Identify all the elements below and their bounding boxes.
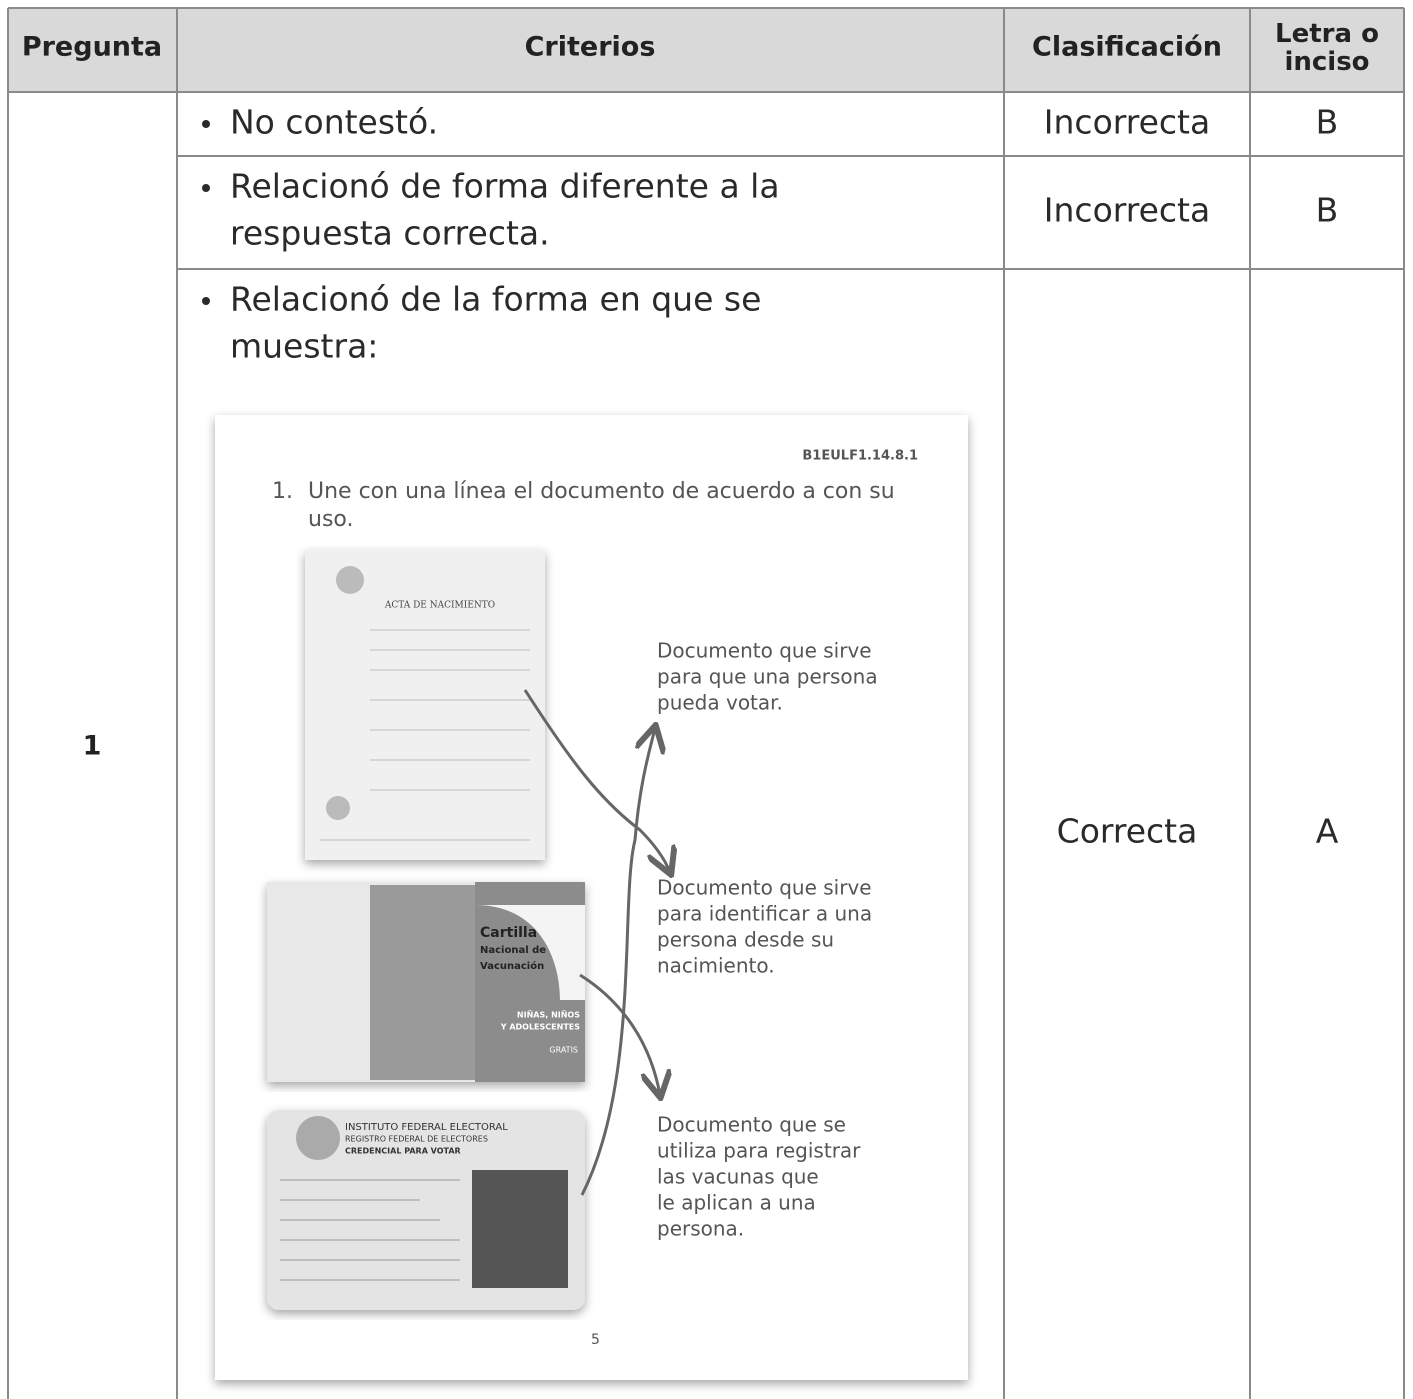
- page-number: 5: [591, 1332, 600, 1348]
- header: Pregunta: [22, 32, 162, 63]
- code: B1EULF1.14.8.1: [802, 449, 918, 464]
- criterio: Relacionó de la forma en que se: [230, 280, 761, 319]
- seal: [336, 566, 364, 594]
- description: las vacunas que: [657, 1165, 819, 1189]
- bullet: [202, 297, 210, 305]
- credencial-text: INSTITUTO FEDERAL ELECTORAL: [345, 1122, 508, 1133]
- cartilla-text: GRATIS: [549, 1046, 578, 1055]
- header: Criterios: [525, 32, 656, 63]
- arrow: [580, 728, 655, 1196]
- header-wrap: Letra o inciso: [1275, 19, 1379, 77]
- photo: [472, 1170, 568, 1288]
- credencial-lines: [280, 1179, 460, 1281]
- description: Documento que sirve: [657, 639, 872, 663]
- instruction: uso.: [308, 507, 353, 532]
- clasificacion: Incorrecta: [1044, 191, 1210, 230]
- acta-lines: [320, 629, 530, 841]
- criterio: No contestó.: [230, 103, 438, 142]
- description: persona desde su: [657, 928, 834, 952]
- number: 1.: [272, 479, 293, 504]
- credencial-text: CREDENCIAL PARA VOTAR: [345, 1147, 461, 1156]
- criterio: Relacionó de forma diferente a la: [230, 167, 780, 206]
- arrow: [523, 689, 670, 872]
- description: nacimiento.: [657, 954, 775, 978]
- bullet: [202, 120, 210, 128]
- description: le aplican a una: [657, 1191, 816, 1215]
- description: persona.: [657, 1217, 744, 1241]
- header: Letra o inciso: [1275, 19, 1379, 77]
- description: para que una persona: [657, 665, 878, 689]
- description: utiliza para registrar: [657, 1139, 861, 1163]
- cartilla-text: Cartilla: [480, 925, 537, 941]
- seal: [296, 1116, 340, 1160]
- cartilla-text: NIÑAS, NIÑOS: [517, 1010, 580, 1020]
- cartilla-text: Vacunación: [480, 960, 544, 972]
- worksheet: B1EULF1.14.8.1 1. Une con una línea el d…: [215, 415, 968, 1380]
- rows: No contestó. Incorrecta B Relacionó de form…: [202, 103, 1339, 851]
- bullet: [202, 184, 210, 192]
- instruction: Une con una línea el documento de acuerd…: [308, 479, 895, 504]
- header-bg: [8, 8, 1404, 92]
- header: Clasificación: [1032, 32, 1222, 63]
- cartilla-band: [475, 905, 585, 1000]
- letra: B: [1316, 191, 1339, 230]
- cartilla-text: Y ADOLESCENTES: [500, 1023, 580, 1032]
- description: Documento que sirve: [657, 876, 872, 900]
- criterio: muestra:: [230, 327, 378, 366]
- clasificacion: Correcta: [1057, 812, 1198, 851]
- seal: [326, 796, 350, 820]
- criterio: respuesta correcta.: [230, 214, 550, 253]
- arrow: [579, 973, 660, 1095]
- description: para identificar a una: [657, 902, 872, 926]
- clasificacion: Incorrecta: [1044, 103, 1210, 142]
- letra: B: [1316, 103, 1339, 142]
- credencial-text: REGISTRO FEDERAL DE ELECTORES: [345, 1135, 488, 1144]
- cartilla-table: [370, 885, 475, 1080]
- description: pueda votar.: [657, 691, 783, 715]
- letra: A: [1316, 812, 1339, 851]
- description: Documento que se: [657, 1113, 846, 1137]
- pregunta: 1: [83, 731, 102, 762]
- acta-title: ACTA DE NACIMIENTO: [384, 601, 495, 611]
- cartilla-text: Nacional de: [480, 945, 546, 956]
